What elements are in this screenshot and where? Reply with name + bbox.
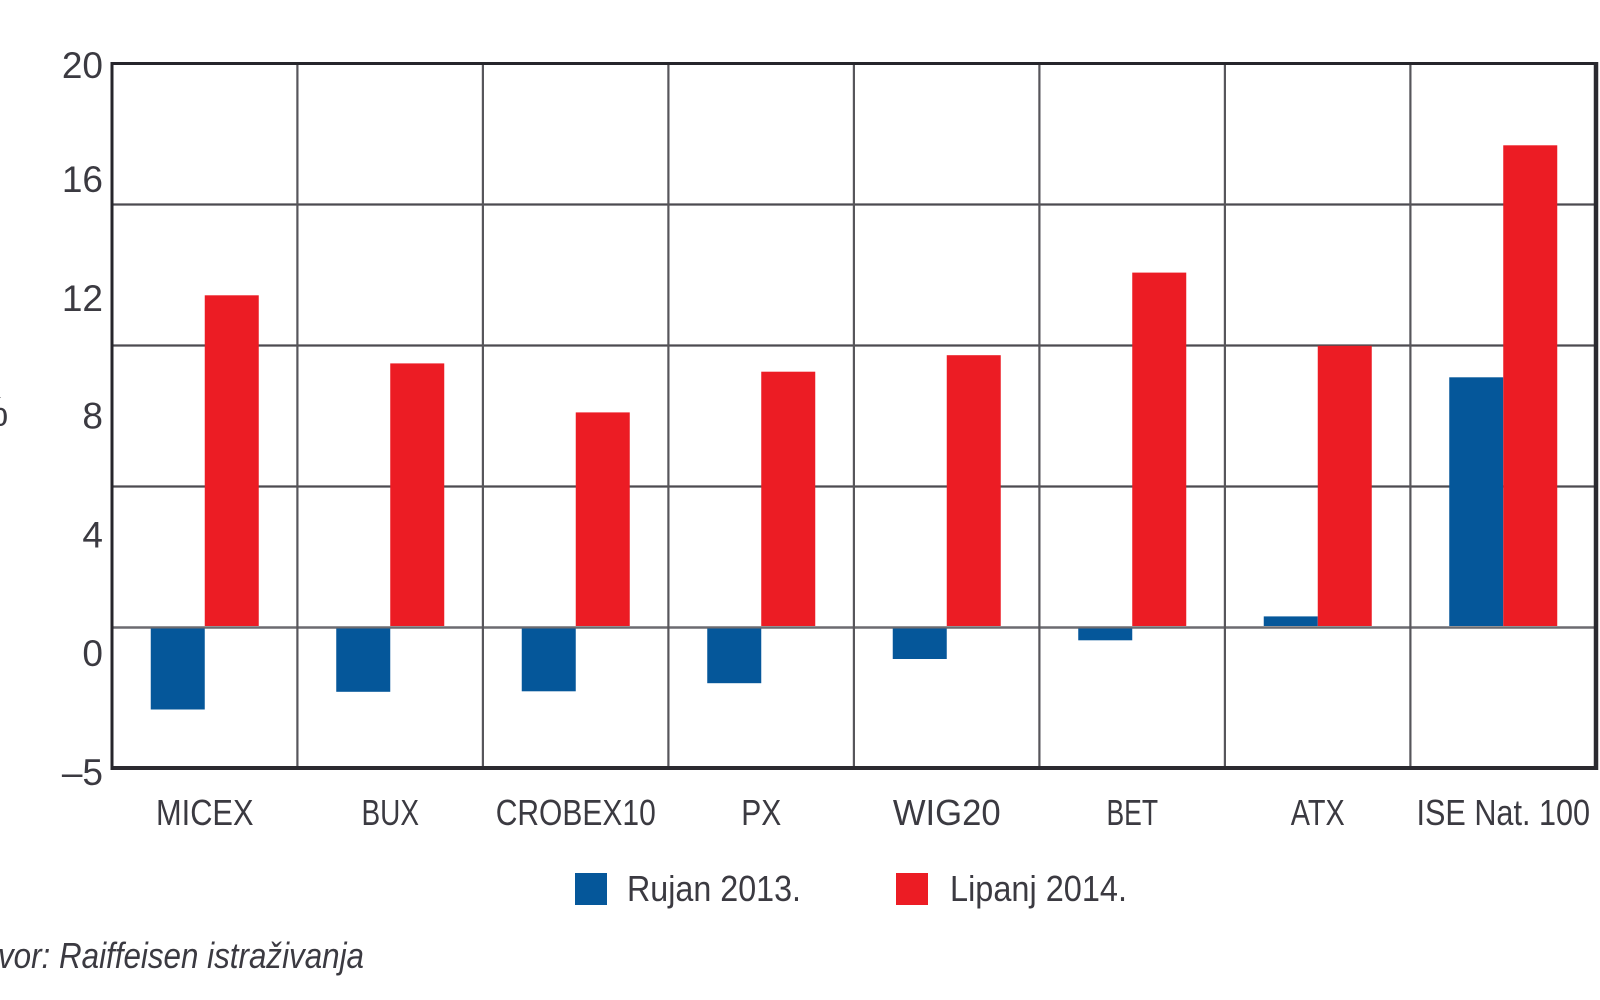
svg-text:8: 8 xyxy=(82,396,103,437)
svg-text:MICEX: MICEX xyxy=(156,792,254,833)
svg-text:–5: –5 xyxy=(62,752,103,793)
svg-text:16: 16 xyxy=(62,159,103,200)
svg-text:Lipanj 2014.: Lipanj 2014. xyxy=(950,868,1127,909)
svg-text:4: 4 xyxy=(82,515,103,556)
svg-text:vor: Raiffeisen istraživanja: vor: Raiffeisen istraživanja xyxy=(0,935,364,976)
svg-text:12: 12 xyxy=(62,278,103,319)
svg-text:BUX: BUX xyxy=(362,792,420,833)
svg-text:PX: PX xyxy=(741,792,781,833)
svg-text:Rujan 2013.: Rujan 2013. xyxy=(627,868,801,909)
svg-text:0: 0 xyxy=(82,633,103,674)
svg-text:ISE Nat. 100: ISE Nat. 100 xyxy=(1417,792,1591,833)
svg-text:ATX: ATX xyxy=(1291,792,1345,833)
svg-text:BET: BET xyxy=(1106,792,1158,833)
svg-text:WIG20: WIG20 xyxy=(893,792,1001,833)
svg-text:%: % xyxy=(0,388,8,435)
svg-text:20: 20 xyxy=(62,45,103,86)
svg-text:CROBEX10: CROBEX10 xyxy=(496,792,656,833)
